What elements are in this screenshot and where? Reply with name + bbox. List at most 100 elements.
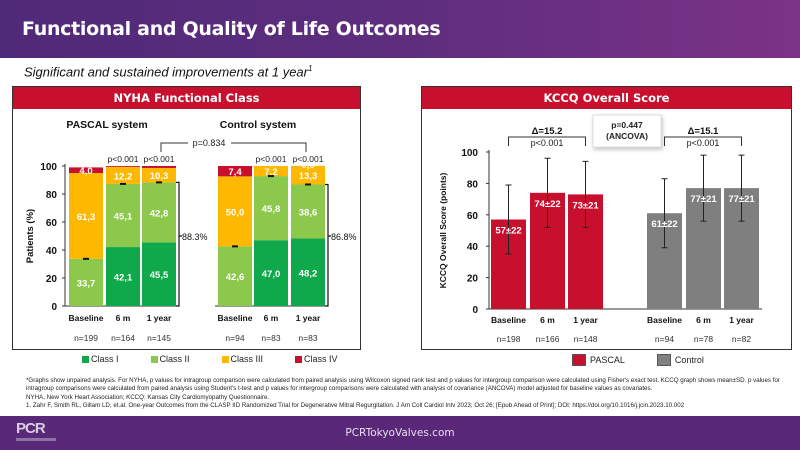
segment-label: 50,0 — [226, 207, 245, 218]
x-category-label: 1 year — [573, 315, 598, 325]
kccq-panel-title: KCCQ Overall Score — [422, 87, 791, 109]
delta-label: Δ=15.2 — [532, 126, 563, 137]
x-category-label: 6 m — [116, 313, 131, 323]
legend-label: Class III — [230, 354, 264, 364]
class-i-ii-percent: 86.8% — [331, 232, 357, 242]
segment-label: 42,6 — [226, 272, 245, 283]
legend-swatch — [82, 355, 89, 363]
footnote-abbreviations: NYHA, New York Heart Association; KCCQ: … — [26, 393, 270, 401]
y-tick-label: 100 — [40, 162, 57, 173]
bar-segment-class-i — [254, 240, 288, 306]
y-tick-label: 20 — [46, 274, 58, 285]
bar-segment-class-iii — [142, 167, 176, 183]
y-axis-label: Patients (%) — [25, 209, 36, 263]
segment-label: 48,2 — [299, 268, 318, 279]
class-boundary-marker — [232, 245, 238, 248]
n-label: n=145 — [147, 333, 171, 343]
n-label: n=94 — [655, 334, 674, 344]
footer-url[interactable]: PCRTokyoValves.com — [345, 427, 455, 439]
segment-label: 12,2 — [114, 171, 133, 182]
legend-label: Control — [674, 355, 704, 365]
y-tick-label: 0 — [472, 305, 478, 316]
bar-segment-class-i — [106, 247, 140, 306]
legend-pascal: PASCAL — [572, 354, 625, 366]
legend-swatch — [572, 354, 586, 366]
x-category-label: 1 year — [147, 313, 172, 323]
segment-label: 45,8 — [262, 204, 281, 215]
class-boundary-marker — [305, 183, 311, 186]
mean-sd-label: 73±21 — [572, 200, 599, 211]
class-i-ii-bracket — [325, 183, 331, 307]
class-boundary-marker — [83, 257, 89, 260]
y-tick-label: 0 — [51, 302, 57, 313]
segment-label: 45,5 — [150, 270, 169, 281]
n-label: n=83 — [298, 333, 317, 343]
segment-label: 13,3 — [299, 171, 318, 182]
group-title-pascal: PASCAL system — [66, 119, 147, 131]
legend-label: Class II — [159, 354, 190, 364]
delta-pvalue: p<0.001 — [531, 138, 564, 148]
n-label: n=164 — [111, 333, 135, 343]
footer-bar: PCR PCRTokyoValves.com — [0, 416, 800, 450]
y-tick-label: 40 — [46, 246, 58, 257]
subtitle-text: Significant and sustained improvements a… — [24, 64, 308, 80]
segment-label: 7,4 — [228, 167, 242, 178]
error-bar — [582, 160, 589, 228]
n-label: n=198 — [497, 334, 521, 344]
pvalue-label: p<0.001 — [256, 154, 287, 164]
class-i-ii-percent: 88.3% — [182, 232, 208, 242]
footnote-methods: *Graphs show unpaired analysis. For NYHA… — [26, 377, 780, 393]
bar-segment-class-iii — [218, 176, 252, 247]
segment-label: 4,0 — [79, 166, 92, 177]
x-category-label: 6 m — [696, 315, 711, 325]
segment-label: 0,0 — [301, 160, 314, 171]
segment-label: 10,3 — [150, 171, 169, 182]
pvalue-label: p<0.001 — [293, 154, 324, 164]
y-tick-label: 40 — [467, 242, 479, 253]
footnote-reference: 1. Zahr F, Smith RL, Gillam LD, et.al. O… — [26, 402, 685, 410]
y-tick-label: 80 — [467, 179, 479, 190]
bar-segment-class-iv — [218, 166, 252, 177]
bar-segment-class-ii — [106, 183, 140, 248]
pcr-logo-tagline — [16, 438, 56, 441]
y-axis-label: KCCQ Overall Score (points) — [438, 172, 448, 288]
subtitle-ref: 1 — [308, 64, 313, 73]
nyha-chart: PASCAL system Control system p=0.834 0 20 40 6… — [25, 119, 357, 343]
class-i-ii-bracket — [176, 181, 182, 307]
ancova-pvalue: p=0.447 — [611, 120, 643, 130]
y-tick-label: 80 — [46, 190, 58, 201]
segment-label: 42,8 — [150, 208, 169, 219]
segment-label: 38,6 — [299, 208, 318, 219]
kccq-panel: KCCQ Overall Score 0 20 40 60 80 100 KCCQ Over… — [421, 86, 792, 350]
y-tick-label: 60 — [46, 218, 58, 229]
bar-segment-class-iv — [106, 166, 140, 167]
n-label: n=94 — [225, 333, 244, 343]
bar-segment-class-ii — [142, 182, 176, 243]
segment-label: 61,3 — [77, 212, 96, 223]
x-category-label: 6 m — [264, 313, 279, 323]
y-tick-label: 20 — [467, 274, 479, 285]
legend-label: PASCAL — [590, 355, 625, 365]
legend-class-ii: Class II — [150, 354, 190, 364]
mean-sd-label: 77±21 — [690, 194, 717, 205]
mean-sd-label: 74±22 — [534, 199, 560, 210]
nyha-panel-title: NYHA Functional Class — [13, 87, 360, 109]
x-category-label: Baseline — [218, 313, 253, 323]
bar-segment-class-i — [291, 238, 325, 306]
delta-pvalue: p<0.001 — [687, 138, 720, 148]
error-bar — [738, 154, 745, 222]
mean-sd-label: 77±21 — [728, 194, 755, 205]
bar-segment-class-iii — [106, 166, 140, 184]
legend-swatch — [221, 355, 229, 363]
error-bar — [700, 154, 707, 222]
intergroup-bracket — [160, 142, 307, 152]
x-category-label: 1 year — [296, 313, 321, 323]
intergroup-pvalue: p=0.834 — [193, 138, 226, 148]
class-boundary-marker — [268, 175, 274, 178]
legend-swatch — [656, 354, 671, 366]
bar-segment-class-iii — [69, 173, 103, 259]
ancova-box — [592, 114, 662, 148]
x-category-label: 1 year — [729, 315, 754, 325]
header-bar: Functional and Quality of Life Outcomes — [0, 0, 800, 58]
pvalue-label: p<0.001 — [108, 154, 139, 164]
